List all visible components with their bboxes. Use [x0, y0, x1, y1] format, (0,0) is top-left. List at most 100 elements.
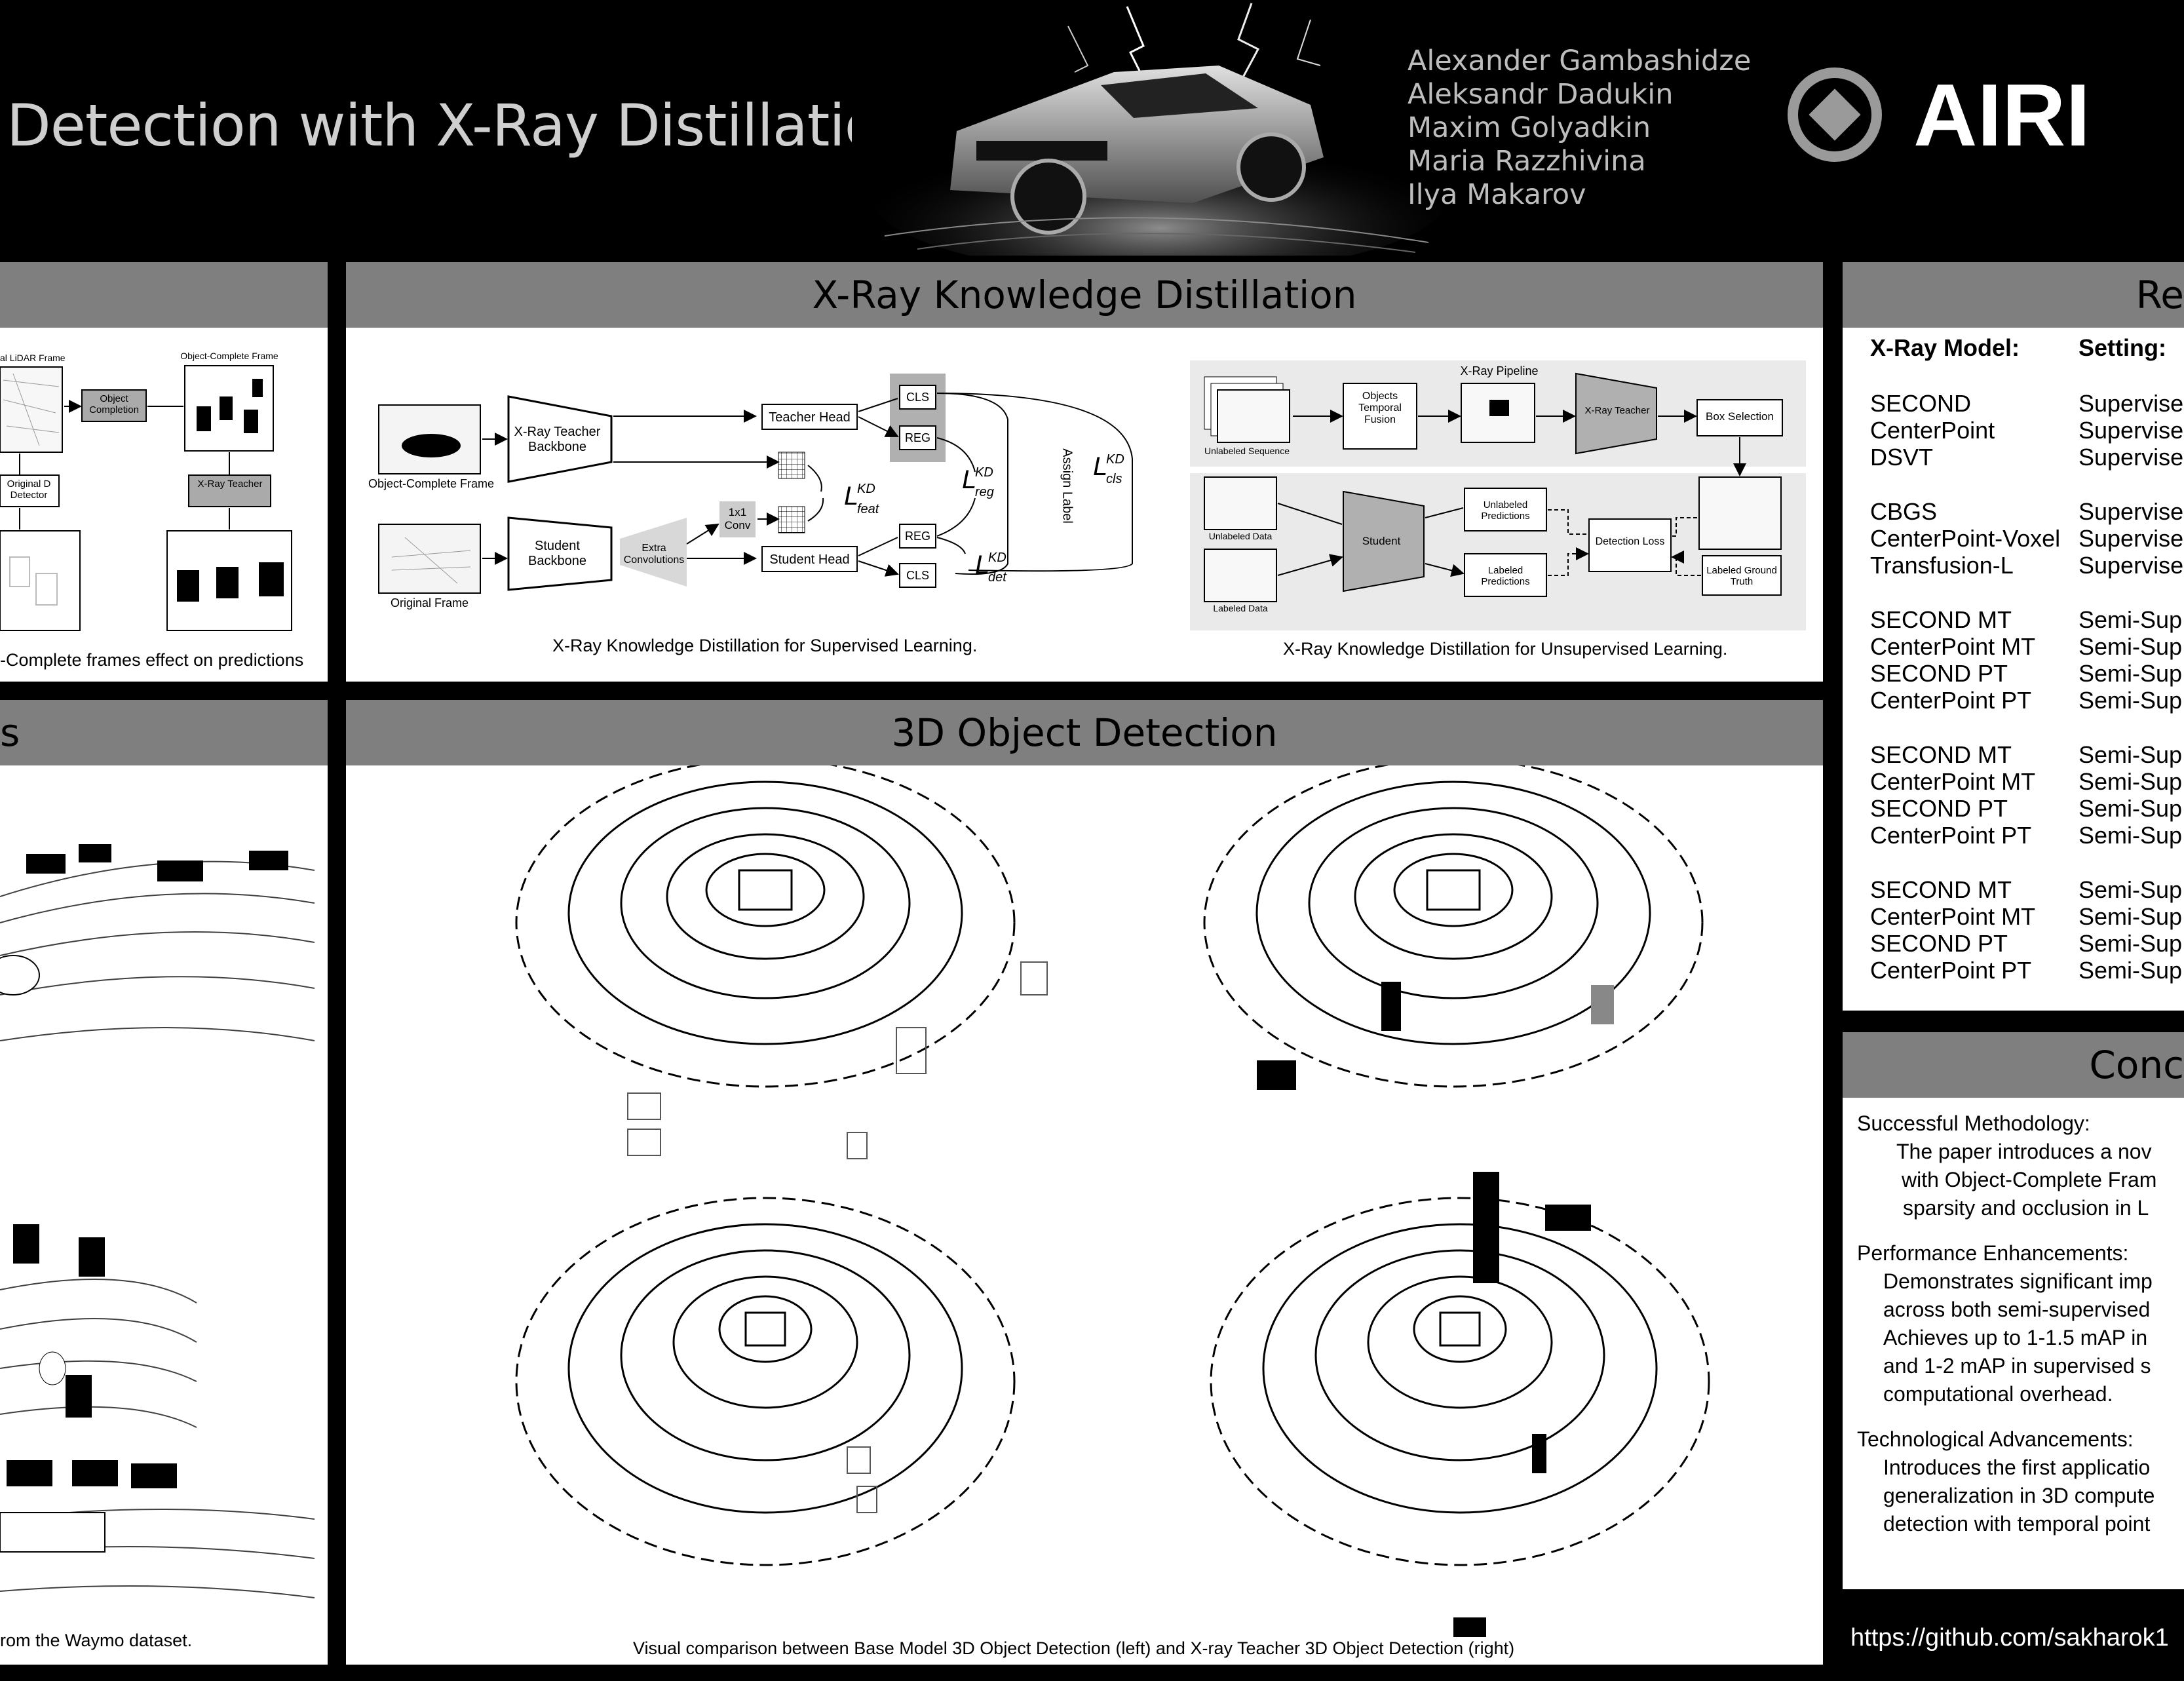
labeled-predictions-label: Labeled Predictions: [1481, 565, 1530, 587]
svg-text:reg: reg: [975, 485, 994, 499]
xray-teacher-shape: [1575, 372, 1657, 455]
results-model-cell: CenterPoint PT: [1870, 822, 2032, 849]
unlabeled-data-image: [1204, 476, 1277, 530]
teacher-backbone-label: X-Ray Teacher Backbone: [514, 425, 601, 454]
results-row: CenterPoint-Voxel Supervise: [1870, 525, 2183, 552]
conclusion-line: detection with temporal point: [1883, 1512, 2151, 1536]
student-head-label: Student Head: [769, 552, 850, 567]
detection-panel-title: 3D Object Detection: [346, 700, 1823, 765]
panel-title: s: [0, 710, 20, 755]
svg-text:L: L: [962, 465, 976, 494]
conclusion-line: [1857, 1222, 2156, 1239]
results-setting-cell: Semi-Sup: [2079, 903, 2183, 930]
labeled-data-image: [1204, 549, 1277, 602]
box-selection-label: Box Selection: [1706, 410, 1774, 423]
results-setting-cell: Semi-Sup: [2079, 768, 2183, 795]
col-model-header: X-Ray Model:: [1870, 334, 2020, 361]
conv1x1-box: [719, 501, 756, 537]
xray-teacher-label: X-Ray Teacher: [197, 478, 263, 490]
left-bottom-caption: rom the Waymo dataset.: [0, 1631, 193, 1650]
svg-text:L: L: [1093, 452, 1107, 481]
teacher-head-label: Teacher Head: [769, 410, 851, 425]
conclusion-line: computational overhead.: [1883, 1382, 2113, 1406]
results-setting-cell: Semi-Sup: [2079, 822, 2183, 849]
detection-panel: 3D Object Detection: [346, 700, 1823, 1665]
svg-text:cls: cls: [1106, 472, 1122, 486]
results-model-cell: SECOND PT: [1870, 660, 2008, 687]
extra-convolutions-label: Extra Convolutions: [623, 543, 685, 566]
unsupervised-caption: X-Ray Knowledge Distillation for Unsuper…: [1283, 639, 1728, 659]
author-list: Alexander Gambashidze Aleksandr Dadukin …: [1408, 45, 1751, 212]
detection-image-teacher-top: [1203, 765, 1704, 1088]
results-model-cell: CenterPoint PT: [1870, 957, 2032, 984]
results-row: SECOND MT Semi-Sup: [1870, 606, 2182, 633]
conclusion-text: Successful Methodology: The paper introdu…: [1857, 1110, 2156, 1538]
xray-pipeline-label: X-Ray Pipeline: [1460, 364, 1539, 377]
results-row: CenterPoint PT Semi-Sup: [1870, 822, 2182, 849]
conclusion-line: Introduces the first applicatio: [1883, 1456, 2151, 1479]
results-model-cell: CenterPoint-Voxel: [1870, 525, 2061, 552]
results-header: Re: [1843, 262, 2184, 328]
supervised-caption: X-Ray Knowledge Distillation for Supervi…: [552, 636, 978, 655]
conclusion-line: Performance Enhancements:: [1857, 1241, 2129, 1265]
results-row: SECOND Supervise: [1870, 390, 2183, 417]
delorean-car-illustration: [852, 0, 1442, 256]
conclusion-line: [1857, 1408, 2156, 1425]
teacher-backbone-shape: [507, 395, 613, 483]
author-name: Maria Razzhivina: [1408, 145, 1646, 178]
conclusion-title: Conc: [2089, 1043, 2184, 1087]
results-model-cell: CenterPoint MT: [1870, 633, 2036, 660]
results-panel: Re X-Ray Model: Setting: SECOND Supervise…: [1843, 262, 2184, 1011]
author-name: Alexander Gambashidze: [1408, 45, 1752, 77]
conclusion-panel: Conc Successful Methodology: The paper in…: [1843, 1032, 2184, 1589]
results-model-cell: SECOND PT: [1870, 930, 2008, 957]
results-title: Re: [2136, 273, 2184, 317]
results-model-cell: SECOND MT: [1870, 741, 2012, 768]
svg-text:KD: KD: [1106, 452, 1124, 467]
results-row: CenterPoint MT Semi-Sup: [1870, 768, 2182, 795]
original-detector-label: Original D Detector: [7, 478, 51, 501]
results-rows: SECOND Supervise CenterPoint Supervise DSVT S…: [1870, 390, 2183, 1011]
results-setting-cell: Supervise: [2079, 525, 2184, 552]
unlabeled-predictions-label: Unlabeled Predictions: [1481, 499, 1530, 522]
conv1x1-label: 1x1 Conv: [724, 506, 751, 531]
unsup-xray-teacher-label: X-Ray Teacher: [1584, 405, 1650, 416]
labeled-ground-truth-label: Labeled Ground Truth: [1706, 565, 1777, 587]
kd-panel-title: X-Ray Knowledge Distillation: [346, 262, 1823, 328]
teacher-feature-grid: [778, 452, 805, 479]
conclusion-line: Demonstrates significant imp: [1883, 1269, 2153, 1293]
results-row: SECOND MT Semi-Sup: [1870, 741, 2182, 768]
lidar-frame-label: al LiDAR Frame: [0, 353, 66, 363]
original-frame-caption: Original Frame: [390, 596, 469, 609]
student-reg-label: REG: [904, 530, 930, 543]
results-group-spacer: [1870, 714, 2060, 741]
conclusion-line: The paper introduces a nov: [1896, 1140, 2152, 1163]
results-setting-cell: Semi-Sup: [2079, 930, 2183, 957]
svg-text:KD: KD: [975, 465, 993, 480]
unsup-student-label: Student: [1362, 535, 1401, 547]
results-setting-cell: Semi-Sup: [2079, 876, 2183, 903]
results-setting-cell: Semi-Sup: [2079, 633, 2183, 660]
results-group-spacer: [1870, 579, 2060, 606]
results-model-cell: CenterPoint MT: [1870, 768, 2036, 795]
results-setting-cell: Supervise: [2079, 552, 2184, 579]
results-setting-cell: Supervise: [2079, 444, 2184, 471]
results-model-cell: SECOND: [1870, 390, 1972, 417]
results-row: CenterPoint MT Semi-Sup: [1870, 903, 2182, 930]
teacher-reg-label: REG: [904, 431, 930, 444]
results-model-cell: CenterPoint PT: [1870, 687, 2032, 714]
author-name: Ilya Makarov: [1408, 178, 1586, 211]
results-setting-cell: Semi-Sup: [2079, 957, 2183, 984]
student-backbone-shape: [507, 516, 613, 591]
results-model-cell: SECOND MT: [1870, 876, 2012, 903]
results-row: CBGS Supervise: [1870, 498, 2183, 525]
results-model-cell: SECOND PT: [1870, 795, 2008, 822]
object-completion-label: Object Completion: [89, 393, 139, 415]
detection-caption: Visual comparison between Base Model 3D …: [633, 1638, 1515, 1658]
detection-loss-label: Detection Loss: [1595, 536, 1665, 547]
svg-text:L: L: [975, 551, 989, 579]
svg-text:KD: KD: [988, 551, 1006, 565]
github-link[interactable]: https://github.com/sakharok1: [1850, 1624, 2169, 1652]
conclusion-line: Successful Methodology:: [1857, 1111, 2090, 1135]
unlabeled-sequence-label: Unlabeled Sequence: [1204, 446, 1290, 456]
